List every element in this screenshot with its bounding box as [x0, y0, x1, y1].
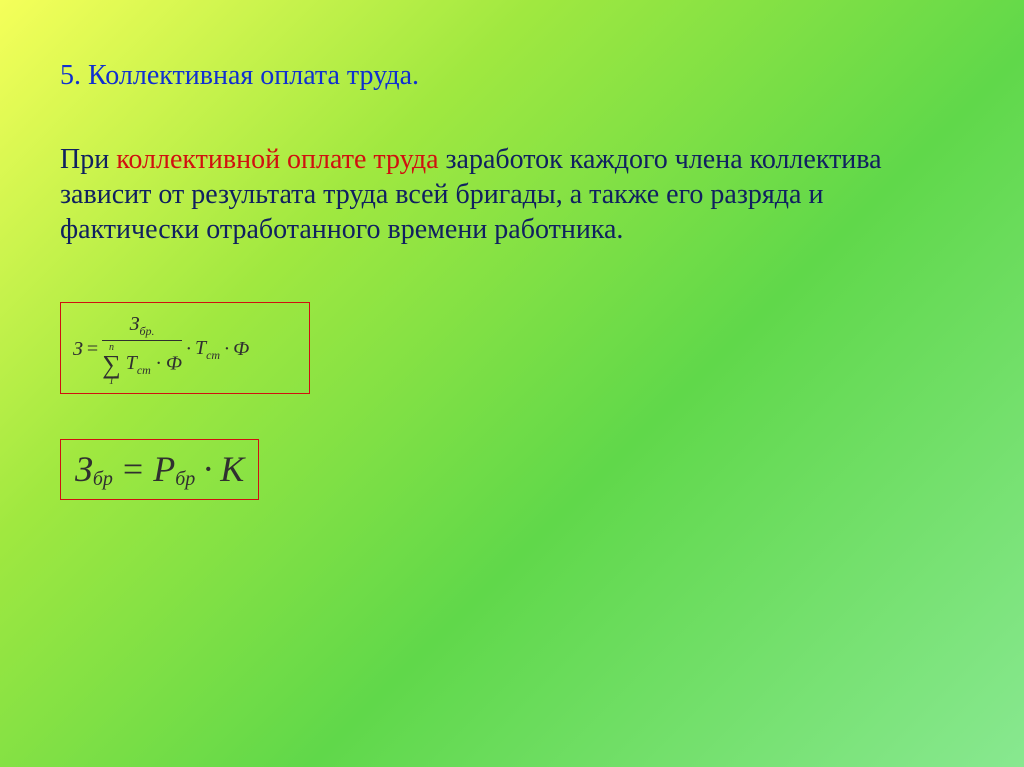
- body-paragraph: При коллективной оплате труда заработок …: [60, 142, 964, 247]
- f2-eq: =: [123, 449, 143, 489]
- f1-den-T-base: T: [126, 352, 137, 374]
- f2-P: Р: [153, 449, 175, 489]
- f1-den-T: Tcm: [126, 352, 156, 374]
- f1-num-base: З: [130, 313, 140, 335]
- sigma-symbol: ∑: [102, 353, 121, 376]
- f2-K: К: [220, 449, 244, 489]
- f1-tail-phi: Ф: [233, 338, 249, 361]
- f1-den-T-sub: cm: [137, 363, 151, 377]
- sigma-icon: n ∑ 1: [102, 343, 121, 386]
- f1-denominator: n ∑ 1 Tcm · Ф: [102, 341, 182, 386]
- f2-dot: ·: [203, 449, 212, 489]
- slide: 5. Коллективная оплата труда. При коллек…: [0, 0, 1024, 767]
- f1-lhs: З: [73, 338, 83, 361]
- formula-box-2: Збр = Рбр · К: [60, 439, 259, 500]
- f1-dot2: ·: [224, 338, 229, 361]
- f1-numerator: Збр.: [102, 313, 182, 341]
- f2-Z: З: [75, 449, 93, 489]
- section-title: 5. Коллективная оплата труда.: [60, 60, 964, 92]
- formula-1: З = Збр. n ∑ 1 Tcm · Ф: [73, 313, 297, 387]
- f1-tail-T-base: T: [195, 337, 206, 359]
- f1-num-sub: бр.: [140, 324, 155, 338]
- formula-box-1: З = Збр. n ∑ 1 Tcm · Ф: [60, 302, 310, 394]
- f1-den-dot: ·: [156, 352, 161, 374]
- paragraph-prefix: При: [60, 144, 116, 175]
- f2-Z-sub: бр: [93, 468, 113, 490]
- f1-dot1: ·: [186, 338, 191, 361]
- f1-eq: =: [87, 338, 98, 361]
- f1-fraction: Збр. n ∑ 1 Tcm · Ф: [102, 313, 182, 387]
- f1-tail-T-sub: cm: [206, 348, 220, 362]
- paragraph-highlight: коллективной оплате труда: [116, 144, 438, 175]
- f2-P-sub: бр: [175, 468, 195, 490]
- f1-tail-T: Tcm: [195, 337, 220, 363]
- f1-den-phi: Ф: [166, 352, 182, 374]
